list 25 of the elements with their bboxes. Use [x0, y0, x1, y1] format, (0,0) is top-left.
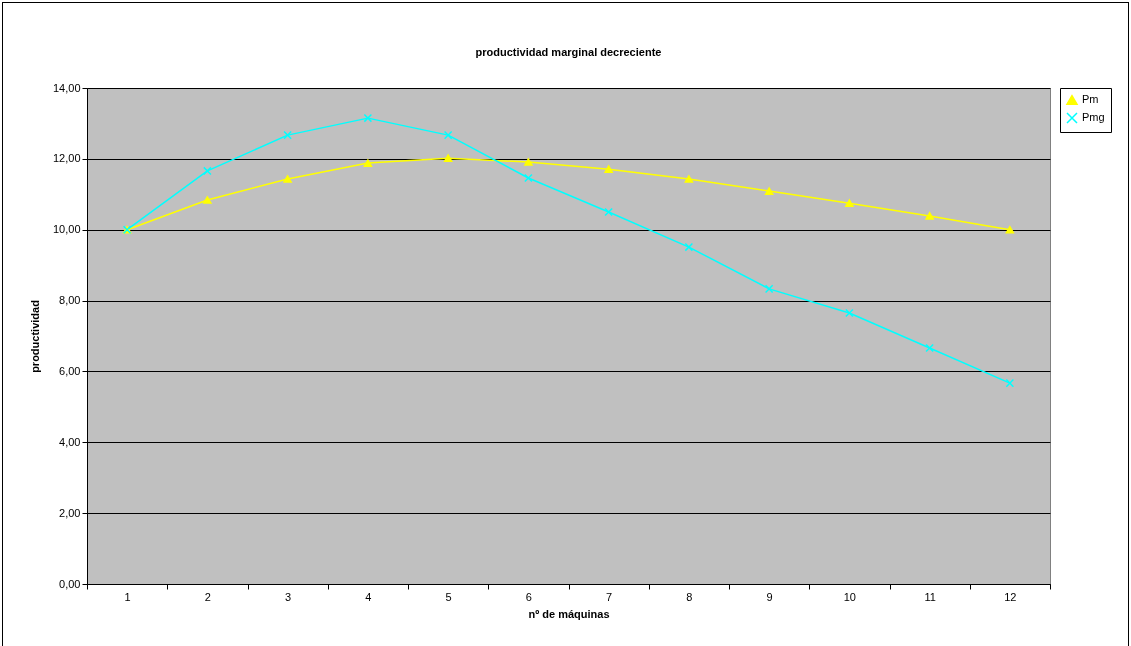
x-tick-label: 1: [124, 590, 131, 603]
x-tick-label: 4: [365, 590, 372, 603]
chart-title: productividad marginal decreciente: [475, 46, 662, 58]
y-tick-label: 14,00: [52, 81, 81, 94]
legend-label: Pmg: [1082, 111, 1105, 123]
x-tick-label: 12: [1004, 590, 1017, 603]
x-tick-label: 11: [924, 590, 936, 603]
x-tick-label: 9: [766, 590, 773, 603]
y-tick-label: 2,00: [59, 506, 81, 519]
x-axis-title: nº de máquinas: [528, 607, 610, 620]
y-tick-label: 4,00: [59, 435, 81, 448]
y-axis-title: productividad: [28, 300, 41, 373]
x-tick-label: 7: [606, 590, 613, 603]
y-tick-label: 8,00: [59, 294, 81, 307]
y-tick-label: 6,00: [59, 364, 81, 377]
x-tick-label: 3: [285, 590, 292, 603]
y-tick-label: 0,00: [59, 577, 81, 590]
x-tick-label: 2: [204, 590, 211, 603]
x-tick-label: 10: [843, 590, 856, 603]
legend-label: Pm: [1082, 93, 1099, 105]
x-tick-label: 5: [445, 590, 452, 603]
x-tick-label: 6: [525, 590, 532, 603]
y-tick-label: 12,00: [52, 152, 81, 165]
x-tick-label: 8: [686, 590, 693, 603]
y-tick-label: 10,00: [52, 223, 81, 236]
